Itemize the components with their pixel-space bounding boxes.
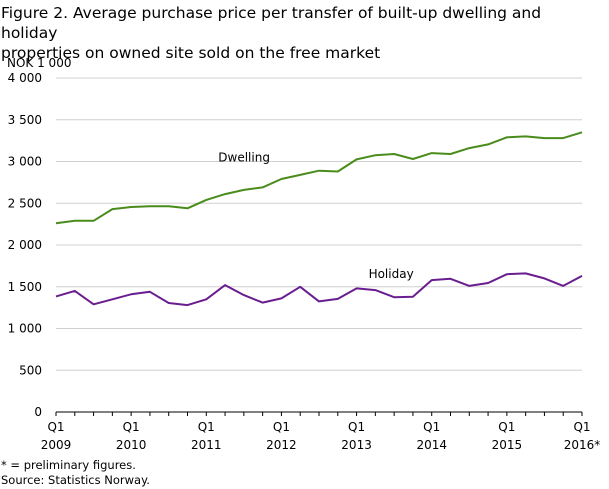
x-tick-label-quarter: Q1 xyxy=(573,420,590,434)
x-tick-label-quarter: Q1 xyxy=(198,420,215,434)
x-tick-label-year: 2010 xyxy=(116,438,147,452)
source-note: Source: Statistics Norway. xyxy=(1,473,150,487)
x-tick-label-quarter: Q1 xyxy=(498,420,515,434)
x-tick-label-quarter: Q1 xyxy=(348,420,365,434)
chart-title: Figure 2. Average purchase price per tra… xyxy=(1,3,601,63)
x-tick-label-year: 2011 xyxy=(191,438,222,452)
x-tick-label-quarter: Q1 xyxy=(273,420,290,434)
x-tick-label-quarter: Q1 xyxy=(123,420,140,434)
x-tick-label-year: 2013 xyxy=(341,438,372,452)
x-tick-label-year: 2016* xyxy=(564,438,601,452)
x-tick-label-year: 2014 xyxy=(416,438,447,452)
y-tick-label: 2 000 xyxy=(8,238,42,252)
y-tick-label: 1 000 xyxy=(8,322,42,336)
x-tick-label-quarter: Q1 xyxy=(423,420,440,434)
y-tick-label: 3 000 xyxy=(8,155,42,169)
x-tick-label-year: 2009 xyxy=(41,438,72,452)
y-tick-label: 500 xyxy=(19,363,42,377)
y-tick-label: 0 xyxy=(34,405,42,419)
x-tick-label-quarter: Q1 xyxy=(47,420,64,434)
y-axis-unit-label: NOK 1 000 xyxy=(7,56,72,70)
footnote: * = preliminary figures. xyxy=(1,458,136,472)
y-tick-label: 3 500 xyxy=(8,113,42,127)
series-line-holiday xyxy=(55,272,583,307)
y-tick-label: 1 500 xyxy=(8,280,42,294)
series-line-dwelling xyxy=(55,131,583,225)
y-tick-label: 2 500 xyxy=(8,196,42,210)
x-tick-label-year: 2012 xyxy=(266,438,297,452)
x-tick-label-year: 2015 xyxy=(492,438,523,452)
chart-title-line-2: properties on owned site sold on the fre… xyxy=(1,44,381,62)
y-tick-label: 4 000 xyxy=(8,71,42,85)
chart-title-line-1: Figure 2. Average purchase price per tra… xyxy=(1,4,542,42)
series-label-dwelling: Dwelling xyxy=(218,150,270,164)
series-label-holiday: Holiday xyxy=(369,267,414,281)
